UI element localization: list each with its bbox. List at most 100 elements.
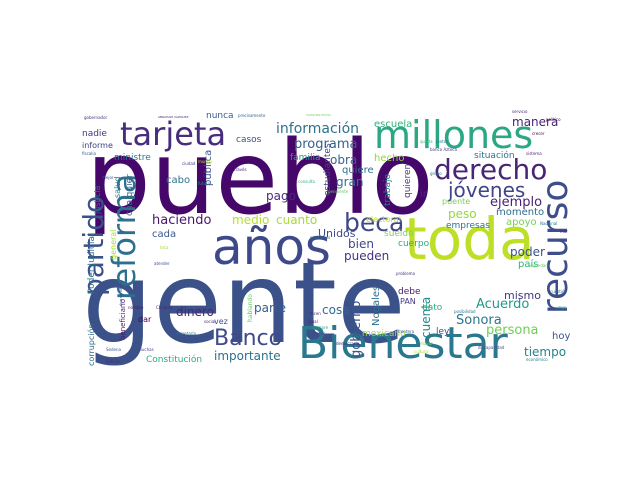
word-vazquez-picho: VÁZQUEZ PICHO (306, 113, 331, 117)
word-cuestion: cuestión (550, 289, 567, 294)
word-hoy: hoy (552, 331, 571, 342)
word-cabo: cabo (166, 175, 191, 186)
word-poder: poder (510, 245, 545, 259)
word-tiempo: tiempo (524, 345, 567, 359)
word-general: general (109, 229, 118, 260)
word-precisamente: precisamente (238, 113, 266, 118)
word-justicia: justicia (93, 185, 102, 214)
word-derecho: derecho (434, 153, 548, 186)
word-informacion: información (276, 121, 360, 137)
word-gente: gente (82, 239, 406, 369)
word-nadie: nadie (82, 129, 107, 139)
word-cultura: cultura (414, 349, 429, 354)
word-electoral: electoral (366, 215, 401, 224)
word-beca: beca (344, 208, 405, 237)
word-futuro: futuro (198, 181, 211, 186)
word-familia: familia (290, 153, 321, 163)
word-pais: país (518, 259, 539, 270)
word-ciudad: ciudad (182, 161, 196, 166)
word-jovenes: jóvenes (448, 178, 526, 202)
word-cloud: gente pueblo toda años Bienestar millone… (80, 110, 576, 370)
word-cuerpo: cuerpo (398, 239, 430, 249)
word-tarjeta: tarjeta (120, 115, 227, 153)
word-quieren: quieren (403, 163, 413, 198)
word-problema: problema (396, 271, 416, 276)
word-empresas: empresas (446, 221, 490, 231)
word-sonora: Sonora (456, 313, 502, 328)
word-discapacidad: discapacidad (478, 345, 505, 350)
word-juntos: juntos (436, 139, 449, 144)
word-salinas: Salinas (106, 359, 121, 364)
word-mismo: mismo (504, 289, 541, 302)
word-puente: puente (442, 197, 471, 206)
word-economico: económico (526, 357, 548, 362)
word-hablando: hablando (247, 294, 254, 322)
word-igual: igual (308, 319, 318, 324)
word-peso: peso (448, 207, 477, 221)
word-dicen: dicen (310, 311, 321, 316)
word-nacional: Nacional (540, 221, 558, 226)
word-montiel-reyes: MONTIEL REYES (119, 281, 123, 306)
word-pueblo: pueblo (86, 119, 434, 238)
word-sistema: sistema (526, 151, 542, 156)
word-poder-judicial: Poder Judicial (87, 233, 97, 294)
word-unidos: Unidos (318, 227, 356, 240)
word-parte: parte (254, 301, 286, 315)
word-dar: dar (138, 315, 152, 324)
word-siempre: siempre (312, 325, 329, 330)
word-corrupcion: corrupción (87, 323, 96, 366)
word-cada: cada (152, 229, 177, 240)
word-pendiente: pendiente (328, 189, 349, 194)
word-pan: PAN (400, 297, 416, 306)
word-sueldo: sueldo (384, 229, 414, 239)
word-muchas: muchas (138, 347, 154, 352)
word-crecer: crecer (532, 131, 545, 136)
word-debe: debe (398, 287, 421, 297)
word-ministre: ministre (114, 153, 151, 163)
word-medio: medio (232, 213, 270, 227)
word-lista: lista (160, 245, 169, 250)
word-persona: persona (486, 323, 539, 338)
word-frontera: frontera (398, 329, 415, 334)
word-salud: salud (113, 176, 122, 198)
word-mexicano: mexicano (362, 329, 406, 339)
word-trabajo: trabajo (383, 174, 393, 206)
word-gobernador: gobernador (84, 115, 108, 120)
word-anos: años (212, 218, 331, 276)
word-mayor: mayor (420, 341, 433, 346)
word-situacion: situación (474, 151, 515, 161)
word-haciendo: haciendo (152, 213, 212, 228)
word-consulta: consulta (298, 179, 315, 184)
word-gran: gran (336, 175, 364, 189)
word-programa: programa (294, 137, 358, 152)
word-grupo: grupo (430, 171, 442, 176)
word-ley: ley (436, 327, 450, 337)
word-hecho: hecho (374, 153, 405, 164)
word-fiscalia: fiscalía (82, 151, 96, 156)
word-mundo: mundo (198, 159, 212, 164)
word-traves: través (234, 167, 247, 172)
word-quiere: quiere (342, 165, 374, 176)
word-seguridad: seguridad (528, 263, 548, 268)
word-constitucion: Constitución (146, 355, 203, 365)
word-obra: obra (330, 153, 358, 167)
word-ir: ir (420, 189, 427, 200)
word-secretaria: secretaría (176, 331, 196, 336)
word-toda: toda (404, 205, 535, 273)
word-pago: pago (266, 189, 296, 203)
word-atender: atender (154, 261, 170, 266)
word-chiapas: Chiapas (156, 305, 172, 310)
word-bienestar: Bienestar (298, 318, 508, 369)
word-ejemplo: ejemplo (490, 195, 543, 210)
word-pensiones: pensiones (310, 235, 331, 240)
word-cuanto: cuanto (276, 213, 318, 227)
word-cualquier: cualquier (125, 174, 135, 216)
word-momento: momento (496, 207, 545, 218)
word-nombre: nombre (128, 305, 144, 310)
word-banco: Banco (214, 326, 283, 351)
word-mes: mes (558, 305, 567, 310)
word-dato: dato (422, 303, 443, 313)
word-queda: queda (420, 139, 433, 144)
word-casos: casos (236, 135, 262, 145)
word-democracia: democracia (336, 341, 360, 346)
